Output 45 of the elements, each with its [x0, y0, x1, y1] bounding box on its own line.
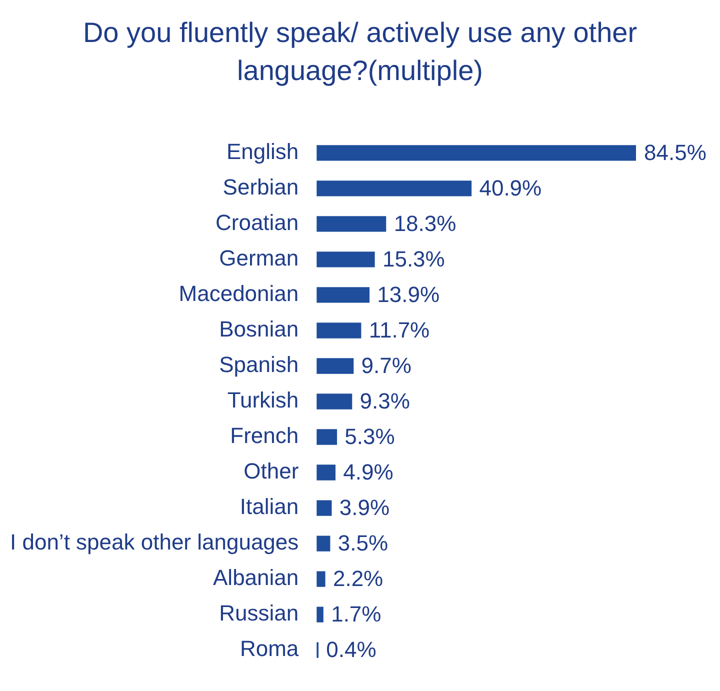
y-tick-label: French — [230, 423, 299, 448]
data-label: 18.3% — [394, 211, 456, 236]
bar — [316, 180, 472, 196]
y-tick-label: Russian — [219, 600, 299, 626]
data-label: 11.7% — [368, 318, 430, 343]
y-tick-label: Macedonian — [178, 281, 299, 306]
data-label: 5.3% — [344, 424, 395, 450]
y-tick-label: Albanian — [213, 565, 299, 590]
bar — [316, 500, 332, 516]
y-tick-label: Other — [244, 458, 299, 484]
bar — [316, 606, 324, 622]
data-label: 1.7% — [331, 602, 382, 627]
data-label: 3.5% — [338, 530, 388, 556]
bar — [316, 287, 370, 303]
bar — [316, 145, 636, 161]
bar — [316, 394, 352, 410]
y-tick-label: Serbian — [222, 174, 299, 200]
chart-title: Do you fluently speak/ actively use any other language?(multiple) — [82, 16, 638, 88]
bar — [316, 571, 326, 587]
y-tick-label: German — [219, 246, 299, 271]
data-label: 9.3% — [360, 388, 410, 414]
data-label: 9.7% — [361, 353, 412, 378]
y-tick-label: I don’t speak other languages — [10, 530, 299, 555]
data-label: 3.9% — [339, 495, 390, 520]
y-tick-label: Italian — [240, 494, 299, 520]
bar — [316, 216, 386, 232]
y-tick-label: Bosnian — [219, 316, 299, 342]
data-label: 4.9% — [343, 460, 394, 485]
bar — [316, 252, 375, 268]
data-label: 13.9% — [377, 282, 440, 308]
data-label: 2.2% — [332, 566, 384, 592]
data-label: 40.9% — [479, 176, 542, 201]
y-tick-label: Croatian — [215, 210, 299, 236]
y-tick-label: Spanish — [219, 352, 299, 378]
data-label: 0.4% — [326, 637, 376, 662]
bar — [316, 358, 354, 374]
bar — [316, 322, 362, 338]
data-label: 15.3% — [382, 246, 445, 272]
y-tick-label: Turkish — [227, 388, 299, 413]
bar — [316, 429, 338, 445]
bar — [316, 536, 330, 552]
bar — [316, 464, 336, 480]
y-tick-label: English — [226, 139, 299, 164]
data-label: 84.5% — [644, 140, 706, 166]
y-tick-label: Roma — [240, 636, 300, 662]
